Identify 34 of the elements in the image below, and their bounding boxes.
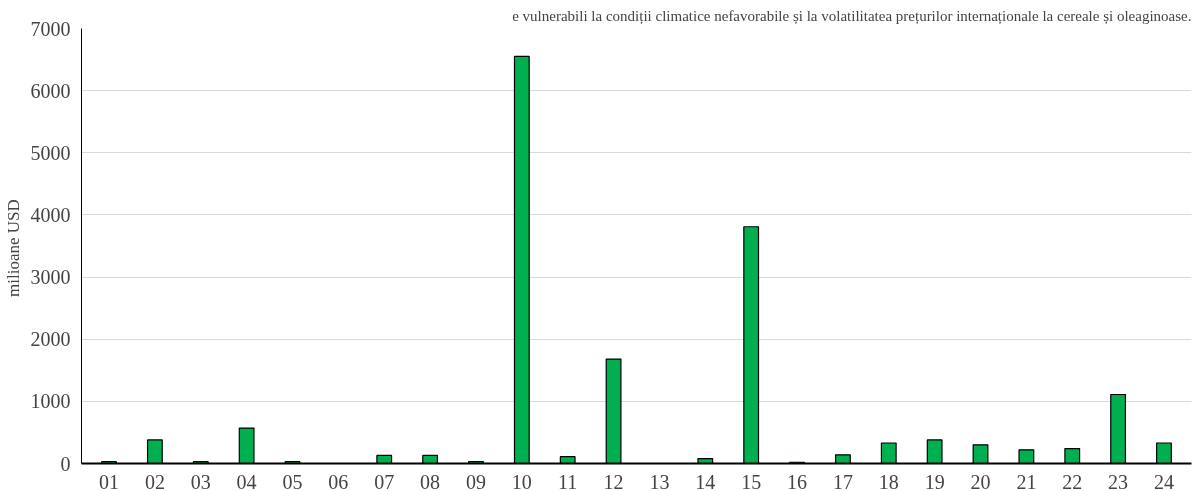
x-tick-label: 15 xyxy=(741,470,762,491)
x-tick-label: 22 xyxy=(1062,470,1083,491)
x-tick-label: 24 xyxy=(1153,470,1174,491)
x-tick-label: 16 xyxy=(787,470,808,491)
x-tick-label: 08 xyxy=(420,470,441,491)
x-tick-label: 06 xyxy=(328,470,349,491)
x-tick-label: 10 xyxy=(511,470,532,491)
x-tick-label: 20 xyxy=(970,470,991,491)
x-tick-label: 19 xyxy=(924,470,945,491)
y-tick-label: 6000 xyxy=(30,79,71,102)
x-tick-label: 05 xyxy=(282,470,303,491)
x-tick-label: 02 xyxy=(144,470,165,491)
x-tick-label: 14 xyxy=(695,470,716,491)
x-tick-label: 01 xyxy=(99,470,120,491)
y-tick-label: 1000 xyxy=(30,390,71,413)
x-tick-label: 12 xyxy=(603,470,624,491)
x-tick-label: 04 xyxy=(236,470,257,491)
x-tick-label: 09 xyxy=(465,470,486,491)
x-tick-label: 03 xyxy=(190,470,211,491)
y-tick-label: 3000 xyxy=(30,266,71,289)
x-tick-label: 18 xyxy=(878,470,899,491)
y-tick-label: 0 xyxy=(60,452,71,475)
y-tick-label: 4000 xyxy=(30,203,71,226)
y-tick-label: 5000 xyxy=(30,141,71,164)
x-tick-label: 13 xyxy=(649,470,670,491)
y-tick-label: 7000 xyxy=(30,17,71,40)
text: e vulnerabili la condiții climatice nefavorabile și la volatilitatea prețurilor internaționale la cereale și oleaginoase. xyxy=(512,7,1192,25)
x-tick-label: 23 xyxy=(1108,470,1129,491)
x-tick-label: 17 xyxy=(832,470,853,491)
y-tick-label: 2000 xyxy=(30,328,71,351)
x-tick-label: 07 xyxy=(374,470,395,491)
x-tick-label: 21 xyxy=(1016,470,1037,491)
x-tick-label: 11 xyxy=(558,470,578,491)
y-axis-title: milioane USD xyxy=(3,199,23,297)
